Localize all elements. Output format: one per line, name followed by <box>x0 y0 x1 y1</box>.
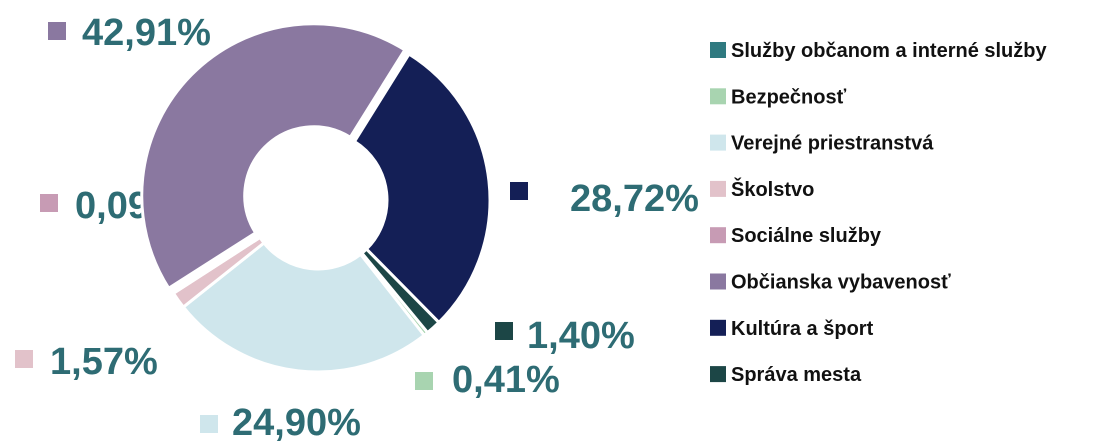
legend-swatch <box>710 180 726 197</box>
legend-label: Kultúra a šport <box>731 318 874 340</box>
value-label: 28,72% <box>570 178 699 220</box>
legend-swatch <box>710 366 726 383</box>
slice <box>181 240 427 374</box>
label-swatch <box>200 415 218 433</box>
slice <box>170 235 263 296</box>
legend-swatch <box>710 42 726 58</box>
legend-swatch <box>710 319 726 336</box>
value-label: 24,90% <box>232 402 361 441</box>
value-label: 42,91% <box>82 12 211 54</box>
legend-swatch <box>710 227 726 244</box>
value-label: 0,41% <box>452 359 560 401</box>
legend-label: Služby občanom a interné služby <box>731 40 1047 62</box>
legend-label: Školstvo <box>731 177 814 201</box>
label-swatch <box>510 182 528 200</box>
slice <box>352 52 492 325</box>
legend-label: Občianska vybavenosť <box>731 272 951 294</box>
legend-swatch <box>710 134 726 151</box>
slice <box>140 22 407 291</box>
legend-label: Verejné priestranstvá <box>731 133 934 155</box>
label-swatch <box>15 350 33 368</box>
label-swatch <box>495 322 513 340</box>
label-swatch <box>415 372 433 390</box>
legend-label: Správa mesta <box>731 364 862 386</box>
value-label: 1,57% <box>50 341 158 383</box>
value-label: 1,40% <box>527 315 635 357</box>
legend-label: Sociálne služby <box>731 225 882 247</box>
legend-label: Bezpečnosť <box>731 86 847 108</box>
label-swatch <box>40 194 58 212</box>
legend-swatch <box>710 273 726 290</box>
label-swatch <box>48 22 66 40</box>
legend-swatch <box>710 88 726 105</box>
slice <box>359 246 441 335</box>
